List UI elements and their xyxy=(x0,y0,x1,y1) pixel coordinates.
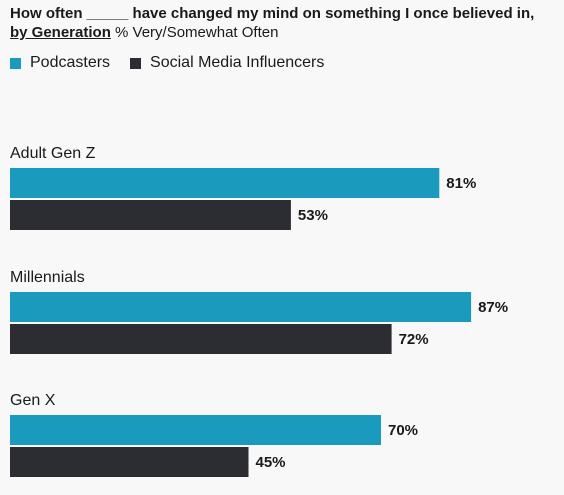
legend-item-podcasters: Podcasters xyxy=(10,54,110,72)
category-label-gen-z: Adult Gen Z xyxy=(10,145,96,162)
title-subtitle: % Very/Somewhat Often xyxy=(110,24,279,41)
category-label-gen-x: Gen X xyxy=(10,392,56,409)
chart-title: How often _____ have changed my mind on … xyxy=(10,4,560,42)
category-label-millennials: Millennials xyxy=(10,269,85,286)
bar-gen-z-podcasters xyxy=(10,168,440,198)
legend-item-influencers: Social Media Influencers xyxy=(130,54,324,72)
value-label-gen-z-podcasters: 81% xyxy=(446,175,476,192)
value-label-millennials-podcasters: 87% xyxy=(478,299,508,316)
bar-millennials-podcasters xyxy=(10,292,472,322)
legend-swatch-podcasters xyxy=(10,57,21,69)
title-line1: How often _____ have changed my mind on … xyxy=(10,5,535,22)
value-label-gen-z-influencers: 53% xyxy=(298,207,328,224)
bar-millennials-influencers xyxy=(10,324,392,354)
value-label-gen-x-influencers: 45% xyxy=(256,454,286,471)
legend: Podcasters Social Media Influencers xyxy=(10,54,344,72)
title-line2: by Generation xyxy=(10,24,111,41)
legend-swatch-influencers xyxy=(130,57,142,69)
bar-gen-x-influencers xyxy=(10,447,249,477)
bar-gen-z-influencers xyxy=(10,200,291,230)
legend-label-podcasters: Podcasters xyxy=(30,54,111,71)
value-label-gen-x-podcasters: 70% xyxy=(388,422,418,439)
legend-label-influencers: Social Media Influencers xyxy=(150,54,325,71)
bar-gen-x-podcasters xyxy=(10,415,381,445)
value-label-millennials-influencers: 72% xyxy=(399,331,429,348)
